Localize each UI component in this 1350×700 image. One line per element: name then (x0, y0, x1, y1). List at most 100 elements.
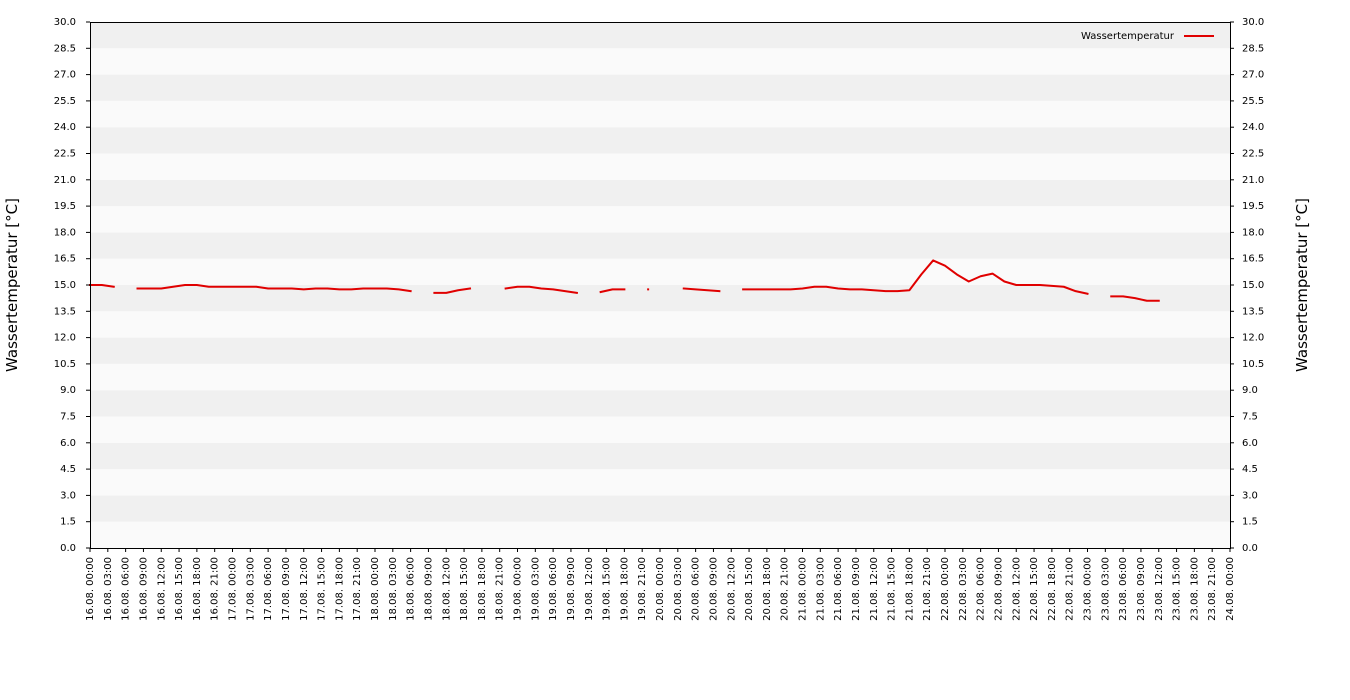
x-tick-label: 17.08. 00:00 (228, 557, 239, 621)
x-tick-label: 18.08. 06:00 (406, 557, 417, 621)
x-tick-label: 16.08. 21:00 (210, 557, 221, 621)
x-tick-label: 18.08. 09:00 (423, 557, 434, 621)
x-tick-label: 19.08. 09:00 (566, 557, 577, 621)
y-tick-label: 30.0 (54, 17, 76, 28)
y2-axis-title: Wassertemperatur [°C] (1293, 198, 1311, 372)
x-tick-label: 16.08. 12:00 (156, 557, 167, 621)
y-tick-label: 16.5 (54, 254, 76, 265)
y-tick-label: 24.0 (54, 122, 76, 133)
x-tick-label: 22.08. 18:00 (1047, 557, 1058, 621)
x-tick-label: 22.08. 03:00 (958, 557, 969, 621)
x-tick-label: 21.08. 09:00 (851, 557, 862, 621)
x-tick-label: 16.08. 15:00 (174, 557, 185, 621)
y2-tick-label: 24.0 (1242, 122, 1264, 133)
x-tick-label: 17.08. 21:00 (352, 557, 363, 621)
y-tick-label: 10.5 (54, 359, 76, 370)
x-tick-label: 19.08. 21:00 (637, 557, 648, 621)
y-tick-label: 18.0 (54, 227, 76, 238)
y2-tick-label: 19.5 (1242, 201, 1264, 212)
y2-tick-label: 1.5 (1242, 517, 1258, 528)
y-tick-label: 22.5 (54, 149, 76, 160)
grid-band (90, 127, 1230, 154)
y2-tick-label: 27.0 (1242, 70, 1264, 81)
y-tick-label: 9.0 (60, 385, 76, 396)
grid-band (90, 390, 1230, 417)
x-tick-label: 23.08. 09:00 (1136, 557, 1147, 621)
x-tick-label: 17.08. 06:00 (263, 557, 274, 621)
x-tick-label: 22.08. 00:00 (940, 557, 951, 621)
x-tick-label: 17.08. 09:00 (281, 557, 292, 621)
grid-band (90, 22, 1230, 49)
y2-tick-label: 10.5 (1242, 359, 1264, 370)
grid-band (90, 179, 1230, 207)
y-tick-label: 12.0 (54, 333, 76, 344)
y-tick-label: 0.0 (60, 543, 76, 554)
y-tick-label: 28.5 (54, 43, 76, 54)
x-tick-label: 22.08. 12:00 (1011, 557, 1022, 621)
grid-band (90, 48, 1230, 75)
grid-band (90, 363, 1230, 391)
x-tick-label: 17.08. 03:00 (245, 557, 256, 621)
y-tick-label: 7.5 (60, 412, 76, 423)
x-tick-label: 21.08. 12:00 (869, 557, 880, 621)
x-tick-label: 20.08. 21:00 (780, 557, 791, 621)
x-tick-label: 19.08. 00:00 (513, 557, 524, 621)
grid-band (90, 469, 1230, 496)
x-tick-label: 20.08. 06:00 (691, 557, 702, 621)
y2-tick-label: 13.5 (1242, 306, 1264, 317)
x-tick-label: 23.08. 18:00 (1189, 557, 1200, 621)
y2-tick-label: 30.0 (1242, 17, 1264, 28)
y2-tick-label: 15.0 (1242, 280, 1264, 291)
y2-tick-label: 6.0 (1242, 438, 1258, 449)
x-tick-label: 16.08. 09:00 (138, 557, 149, 621)
x-tick-label: 19.08. 15:00 (602, 557, 613, 621)
y-tick-label: 4.5 (60, 464, 76, 475)
grid-band (90, 232, 1230, 259)
x-tick-label: 19.08. 18:00 (619, 557, 630, 621)
grid-band (90, 495, 1230, 522)
x-tick-label: 16.08. 18:00 (192, 557, 203, 621)
x-tick-label: 18.08. 00:00 (370, 557, 381, 621)
x-tick-label: 17.08. 12:00 (299, 557, 310, 621)
grid-band (90, 100, 1230, 128)
y-tick-label: 15.0 (54, 280, 76, 291)
x-tick-label: 19.08. 06:00 (548, 557, 559, 621)
y2-tick-label: 3.0 (1242, 490, 1258, 501)
x-tick-label: 21.08. 15:00 (887, 557, 898, 621)
y-tick-label: 1.5 (60, 517, 76, 528)
x-tick-label: 22.08. 21:00 (1065, 557, 1076, 621)
y-tick-label: 27.0 (54, 70, 76, 81)
x-tick-label: 18.08. 15:00 (459, 557, 470, 621)
grid-band (90, 311, 1230, 338)
x-tick-label: 19.08. 12:00 (584, 557, 595, 621)
y-tick-label: 25.5 (54, 96, 76, 107)
y2-tick-label: 21.0 (1242, 175, 1264, 186)
grid-band (90, 337, 1230, 364)
y-tick-label: 21.0 (54, 175, 76, 186)
y-axis-title: Wassertemperatur [°C] (3, 198, 21, 372)
grid-band (90, 285, 1230, 312)
x-tick-label: 18.08. 18:00 (477, 557, 488, 621)
x-tick-label: 16.08. 06:00 (121, 557, 132, 621)
y2-tick-label: 18.0 (1242, 227, 1264, 238)
grid-band (90, 258, 1230, 285)
x-tick-label: 16.08. 00:00 (85, 557, 96, 621)
x-tick-label: 18.08. 12:00 (441, 557, 452, 621)
grid-band (90, 74, 1230, 101)
y-tick-label: 3.0 (60, 490, 76, 501)
x-tick-label: 18.08. 03:00 (388, 557, 399, 621)
grid-band (90, 521, 1230, 548)
x-tick-label: 16.08. 03:00 (103, 557, 114, 621)
x-tick-label: 21.08. 00:00 (798, 557, 809, 621)
x-tick-label: 20.08. 12:00 (726, 557, 737, 621)
grid-band (90, 153, 1230, 180)
x-tick-label: 20.08. 00:00 (655, 557, 666, 621)
x-tick-label: 23.08. 15:00 (1172, 557, 1183, 621)
x-tick-label: 17.08. 18:00 (334, 557, 345, 621)
grid-band (90, 206, 1230, 233)
x-tick-label: 17.08. 15:00 (317, 557, 328, 621)
x-tick-label: 23.08. 06:00 (1118, 557, 1129, 621)
y2-tick-label: 7.5 (1242, 412, 1258, 423)
x-tick-label: 23.08. 12:00 (1154, 557, 1165, 621)
